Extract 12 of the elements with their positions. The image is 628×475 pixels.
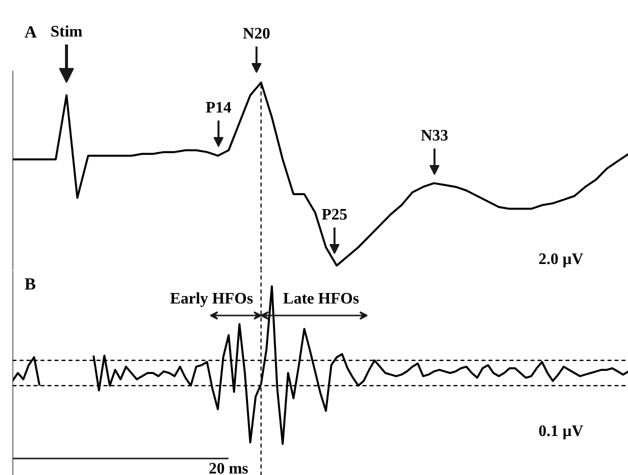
text: Stim: [50, 24, 84, 40]
chart-title: B: [24, 274, 36, 294]
annotation: 0.1 µV: [538, 423, 584, 440]
text: N20: [242, 26, 270, 42]
annotation: Early HFOs: [170, 290, 254, 308]
chart-title: A: [24, 22, 38, 42]
annotation: N33: [420, 128, 448, 144]
text: 20 ms: [208, 460, 248, 475]
annotation: 2.0 µV: [538, 251, 584, 268]
annotation: Late HFOs: [283, 290, 360, 308]
annotation: P14: [206, 100, 232, 116]
annotation: P25: [322, 206, 348, 224]
